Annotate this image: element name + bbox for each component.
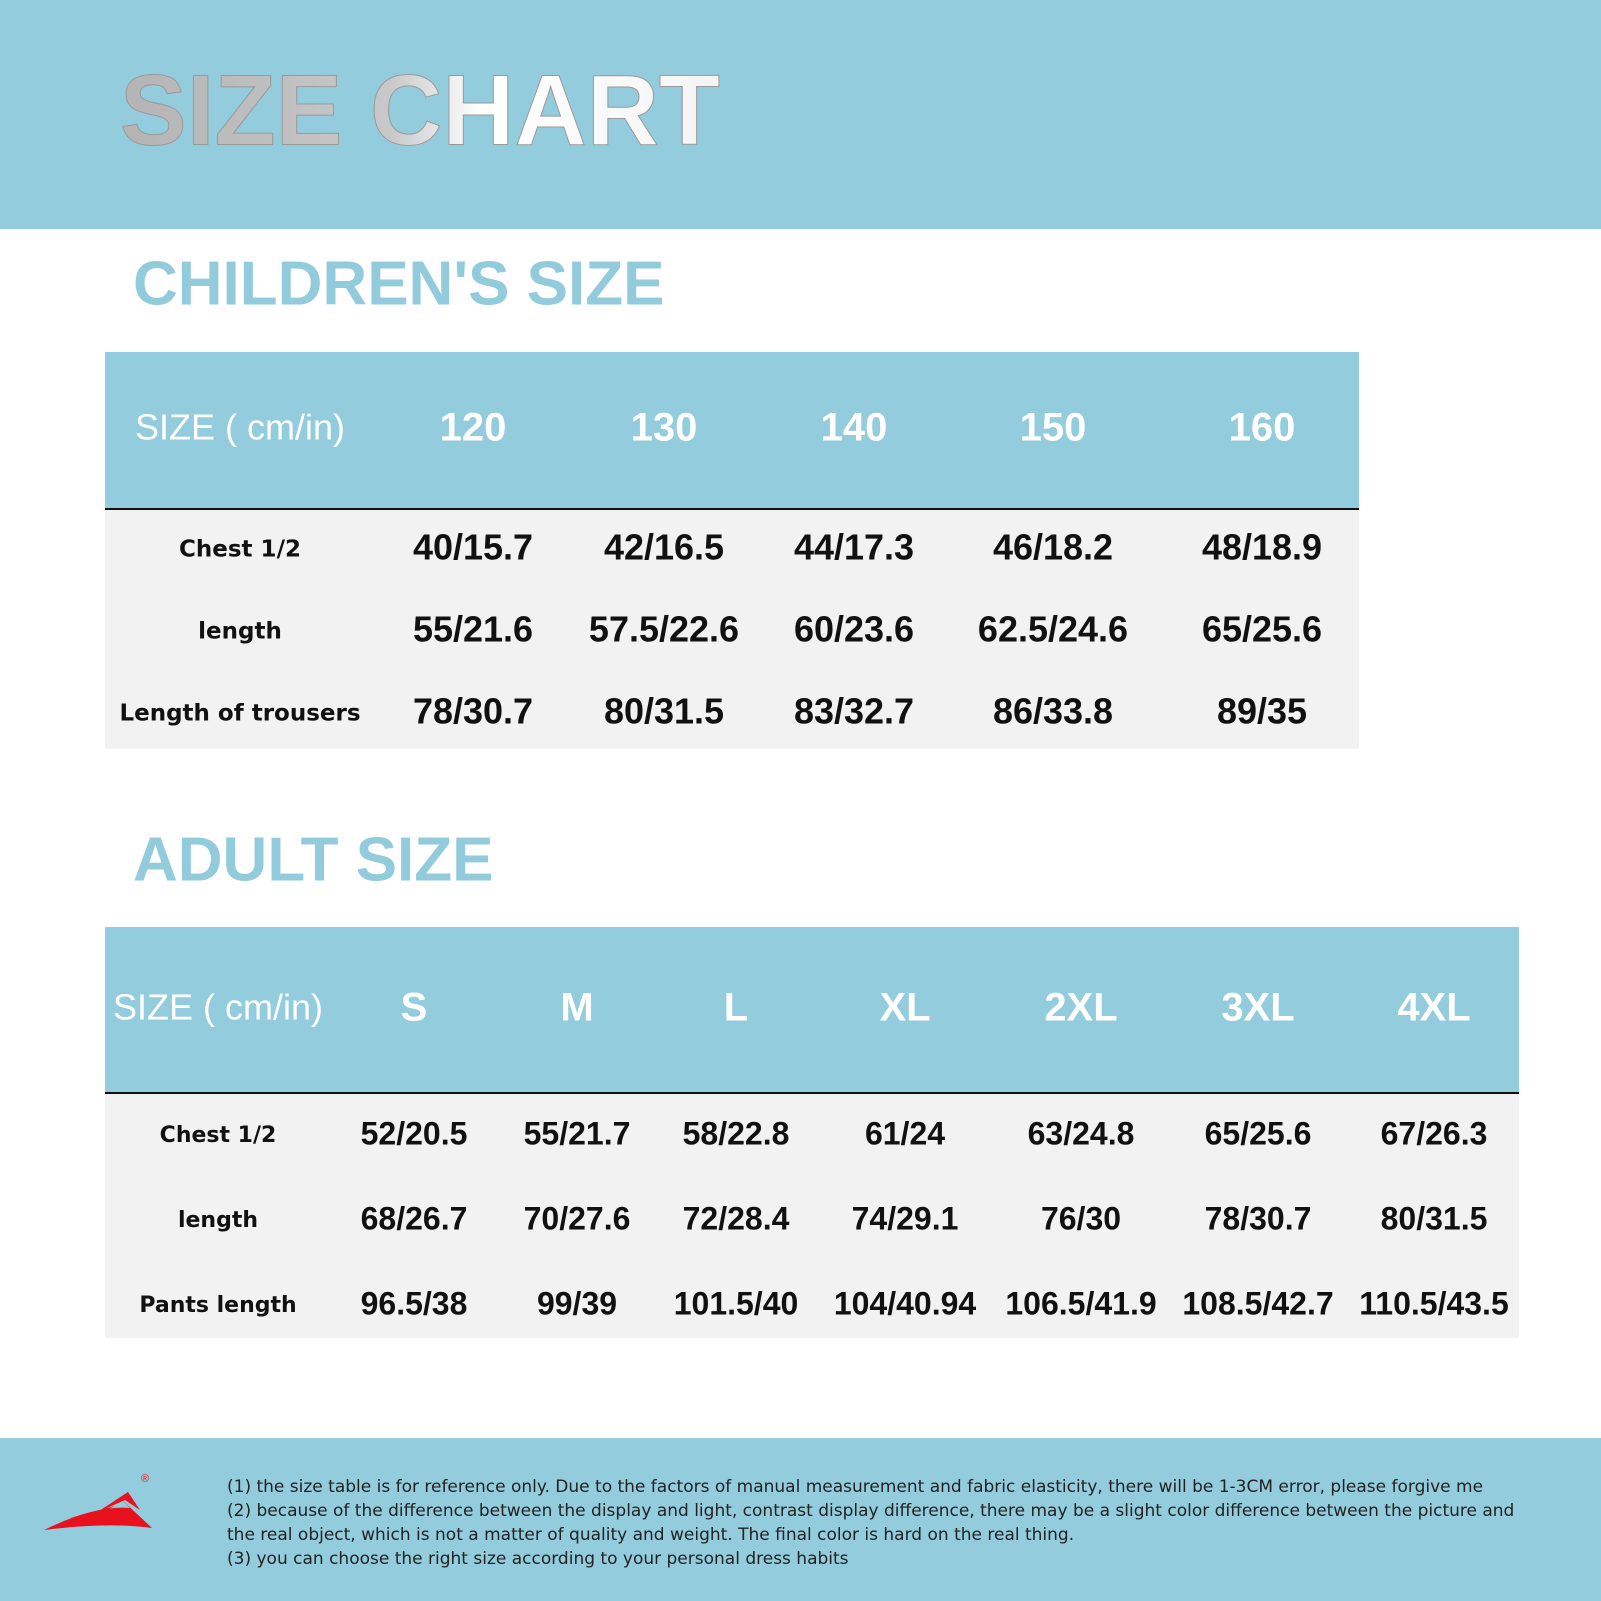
data-cell: 104/40.94 xyxy=(834,1285,977,1321)
table-body xyxy=(105,1093,1519,1338)
row-label: length xyxy=(198,619,282,645)
table-body xyxy=(105,509,1359,749)
data-cell: 78/30.7 xyxy=(413,691,533,732)
section-title: CHILDREN'S SIZE xyxy=(133,249,664,318)
data-cell: 44/17.3 xyxy=(794,527,914,568)
logo-mark: ® xyxy=(141,1473,149,1485)
data-cell: 52/20.5 xyxy=(361,1115,468,1151)
row-label: Pants length xyxy=(139,1293,296,1318)
note: (1) the size table is for reference only… xyxy=(227,1477,1484,1497)
header-band xyxy=(0,0,1601,229)
row-label: Chest 1/2 xyxy=(179,537,301,563)
data-cell: 76/30 xyxy=(1041,1200,1121,1236)
data-cell: 46/18.2 xyxy=(993,527,1113,568)
data-cell: 55/21.6 xyxy=(413,609,533,650)
note: (2) because of the difference between th… xyxy=(227,1501,1515,1545)
header-cell: 3XL xyxy=(1221,986,1294,1030)
note: (3) you can choose the right size accord… xyxy=(227,1549,849,1569)
page-title: SIZE CHART xyxy=(120,54,720,166)
data-cell: 62.5/24.6 xyxy=(978,609,1128,650)
logo: ® xyxy=(44,1473,152,1530)
data-cell: 40/15.7 xyxy=(413,527,533,568)
data-cell: 110.5/43.5 xyxy=(1359,1285,1508,1321)
header-cell: L xyxy=(724,986,748,1030)
table-header xyxy=(105,927,1519,1093)
section-title: ADULT SIZE xyxy=(133,825,494,894)
data-cell: 70/27.6 xyxy=(524,1200,631,1236)
data-cell: 57.5/22.6 xyxy=(589,609,739,650)
row-label: Chest 1/2 xyxy=(160,1123,277,1148)
header-cell: 2XL xyxy=(1044,986,1117,1030)
header-cell: M xyxy=(560,986,593,1030)
header-cell: SIZE ( cm/in) xyxy=(113,987,323,1028)
data-cell: 89/35 xyxy=(1217,691,1307,732)
data-cell: 96.5/38 xyxy=(361,1285,468,1321)
data-cell: 65/25.6 xyxy=(1202,609,1322,650)
data-cell: 48/18.9 xyxy=(1202,527,1322,568)
data-cell: 72/28.4 xyxy=(683,1200,790,1236)
header-cell: 140 xyxy=(821,406,888,450)
header-cell: 4XL xyxy=(1397,986,1470,1030)
footer-band xyxy=(0,1438,1601,1601)
header-cell: SIZE ( cm/in) xyxy=(135,407,345,448)
header-cell: 160 xyxy=(1229,406,1296,450)
data-cell: 55/21.7 xyxy=(524,1115,631,1151)
header-cell: 130 xyxy=(631,406,698,450)
header-cell: 120 xyxy=(440,406,507,450)
data-cell: 86/33.8 xyxy=(993,691,1113,732)
table-header xyxy=(105,352,1359,509)
data-cell: 58/22.8 xyxy=(683,1115,790,1151)
data-cell: 63/24.8 xyxy=(1028,1115,1135,1151)
data-cell: 67/26.3 xyxy=(1381,1115,1488,1151)
data-cell: 42/16.5 xyxy=(604,527,724,568)
notes: (1) the size table is for reference only… xyxy=(227,1475,1527,1571)
data-cell: 101.5/40 xyxy=(674,1285,799,1321)
data-cell: 78/30.7 xyxy=(1205,1200,1312,1236)
data-cell: 80/31.5 xyxy=(1381,1200,1488,1236)
data-cell: 74/29.1 xyxy=(852,1200,959,1236)
data-cell: 65/25.6 xyxy=(1205,1115,1312,1151)
row-label: Length of trousers xyxy=(119,701,360,727)
row-label: length xyxy=(178,1208,258,1233)
data-cell: 99/39 xyxy=(537,1285,617,1321)
data-cell: 108.5/42.7 xyxy=(1182,1285,1333,1321)
data-cell: 83/32.7 xyxy=(794,691,914,732)
data-cell: 68/26.7 xyxy=(361,1200,468,1236)
header-cell: 150 xyxy=(1020,406,1087,450)
header-cell: XL xyxy=(879,986,930,1030)
data-cell: 106.5/41.9 xyxy=(1005,1285,1156,1321)
data-cell: 80/31.5 xyxy=(604,691,724,732)
data-cell: 60/23.6 xyxy=(794,609,914,650)
data-cell: 61/24 xyxy=(865,1115,945,1151)
header-cell: S xyxy=(401,986,428,1030)
